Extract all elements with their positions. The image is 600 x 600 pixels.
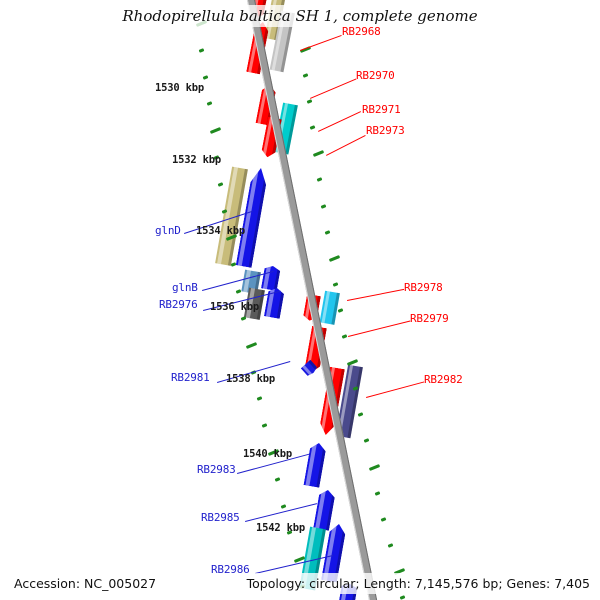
leader-line <box>318 111 362 132</box>
tick-mark-outer <box>380 516 387 522</box>
tick-mark-outer <box>363 438 369 444</box>
tick-mark-outer <box>337 308 344 313</box>
leader-line <box>300 34 342 51</box>
tick-mark-inner <box>274 476 280 482</box>
gene-label[interactable]: RB2981 <box>171 371 210 384</box>
tick-mark-outer <box>306 99 312 105</box>
scale-label: 1538 kbp <box>226 373 275 385</box>
gene-label[interactable]: RB2968 <box>342 25 381 38</box>
tick-mark-inner <box>256 396 263 402</box>
page-title: Rhodopirellula baltica SH 1, complete ge… <box>122 7 478 25</box>
tick-mark-outer <box>328 254 340 262</box>
tick-mark-inner <box>262 423 268 428</box>
gene-label[interactable]: RB2986 <box>211 563 250 576</box>
gene-label[interactable]: RB2976 <box>159 298 198 311</box>
scale-label: 1540 kbp <box>243 448 292 460</box>
tick-mark-outer <box>357 412 364 418</box>
scale-label: 1530 kbp <box>155 82 204 94</box>
topology-length-genes-label: Topology: circular; Length: 7,145,576 bp… <box>244 573 592 594</box>
tick-mark-inner <box>210 127 222 135</box>
leader-line <box>347 288 405 301</box>
gene-feature[interactable] <box>319 290 340 325</box>
accession-label: Accession: NC_005027 <box>14 576 157 591</box>
tick-mark-outer <box>309 125 316 131</box>
gene-label[interactable]: glnD <box>155 224 181 237</box>
scale-label: 1542 kbp <box>256 522 305 534</box>
tick-mark-outer <box>342 334 348 339</box>
scale-label: 1536 kbp <box>210 301 259 313</box>
leader-line <box>326 135 366 156</box>
gene-label[interactable]: RB2978 <box>404 281 443 294</box>
tick-mark-outer <box>332 282 339 287</box>
tick-mark-inner <box>235 289 241 294</box>
gene-feature[interactable] <box>261 265 281 291</box>
tick-mark-inner <box>202 74 209 80</box>
tick-mark-inner <box>230 262 237 268</box>
gene-label[interactable]: RB2971 <box>362 103 401 116</box>
tick-mark-inner <box>240 316 246 321</box>
tick-mark-outer <box>313 150 325 158</box>
tick-mark-inner <box>199 47 205 53</box>
tick-mark-outer <box>320 203 327 209</box>
gene-label[interactable]: RB2970 <box>356 69 395 82</box>
tick-mark-outer <box>302 73 309 78</box>
title-backdrop <box>0 5 600 27</box>
gene-feature[interactable] <box>303 442 326 488</box>
tick-mark-inner <box>206 101 212 107</box>
leader-line <box>366 381 425 398</box>
gene-label[interactable]: RB2985 <box>201 511 240 524</box>
leader-line <box>348 320 411 337</box>
gene-label[interactable]: RB2979 <box>410 312 449 325</box>
backbone-line <box>245 0 381 600</box>
tick-mark-inner <box>280 503 287 509</box>
gene-label[interactable]: RB2982 <box>424 373 463 386</box>
gene-label[interactable]: glnB <box>172 281 198 294</box>
tick-mark-outer <box>374 490 381 496</box>
scale-label: 1534 kbp <box>196 225 245 237</box>
tick-mark-outer <box>387 542 393 548</box>
gene-label[interactable]: RB2973 <box>366 124 405 137</box>
leader-line <box>310 78 357 99</box>
scale-label: 1532 kbp <box>172 154 221 166</box>
tick-mark-outer <box>316 177 323 183</box>
tick-mark-inner <box>217 182 224 187</box>
tick-mark-inner <box>245 341 257 349</box>
tick-mark-outer <box>324 229 331 235</box>
gene-feature[interactable] <box>313 489 336 531</box>
status-bar: Accession: NC_005027 Topology: circular;… <box>0 570 600 600</box>
gene-label[interactable]: RB2983 <box>197 463 236 476</box>
tick-mark-outer <box>369 463 381 471</box>
